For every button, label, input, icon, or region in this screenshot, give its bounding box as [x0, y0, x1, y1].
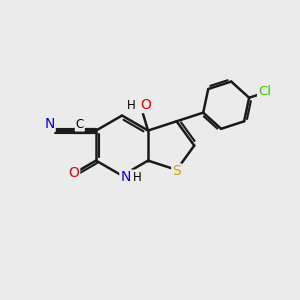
Text: N: N	[120, 170, 131, 184]
Text: O: O	[140, 98, 151, 112]
Text: Cl: Cl	[258, 85, 271, 98]
Text: H: H	[132, 171, 141, 184]
Text: O: O	[68, 166, 79, 180]
Text: H: H	[127, 99, 136, 112]
Text: S: S	[172, 164, 181, 178]
Text: N: N	[44, 117, 55, 131]
Text: C: C	[76, 118, 84, 130]
